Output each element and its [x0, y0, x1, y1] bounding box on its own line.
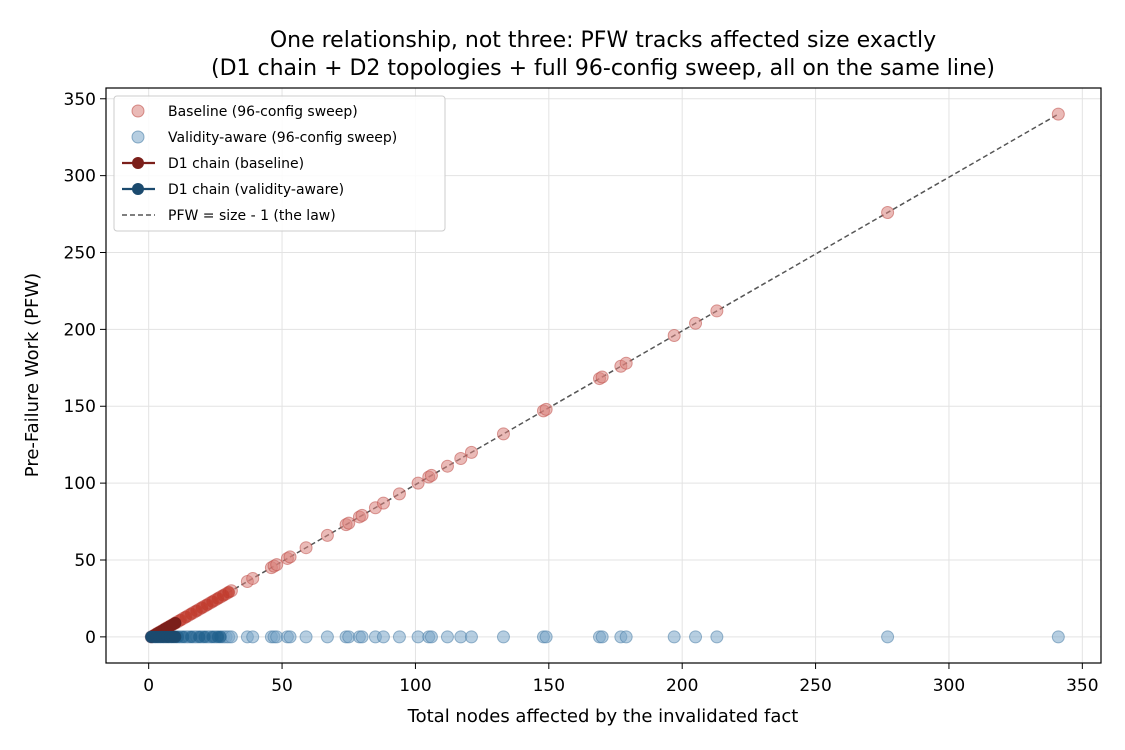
legend-marker-d1-aware: [132, 183, 144, 195]
y-tick-label: 200: [64, 320, 96, 340]
baseline-point: [270, 558, 284, 572]
baseline-point: [246, 571, 260, 585]
y-tick-label: 300: [64, 167, 96, 187]
y-tick-label: 100: [64, 474, 96, 494]
x-axis-ticks: 0 50 100 150 200 250 300 350: [143, 663, 1099, 696]
validity-aware-point: [595, 630, 609, 644]
x-tick-label: 50: [271, 676, 293, 696]
y-axis-ticks: 0 50 100 150 200 250 300 350: [64, 90, 106, 648]
validity-aware-point: [355, 630, 369, 644]
validity-aware-point: [496, 630, 510, 644]
y-tick-label: 250: [64, 244, 96, 264]
validity-aware-point: [320, 630, 334, 644]
baseline-point: [299, 541, 313, 555]
validity-aware-point: [246, 630, 260, 644]
validity-aware-point: [689, 630, 703, 644]
legend-entry-d1-baseline: D1 chain (baseline): [122, 156, 304, 172]
y-tick-label: 0: [85, 628, 96, 648]
x-tick-label: 100: [399, 676, 431, 696]
baseline-overlay-point: [222, 586, 235, 599]
baseline-point: [454, 452, 468, 466]
baseline-point: [539, 402, 553, 416]
baseline-point: [355, 508, 369, 522]
validity-aware-point: [710, 630, 724, 644]
y-axis-label: Pre-Failure Work (PFW): [22, 273, 43, 477]
validity-aware-overlay-point: [214, 630, 227, 643]
series-lines: [145, 617, 182, 643]
legend-label-d1-baseline: D1 chain (baseline): [168, 156, 304, 172]
y-tick-label: 350: [64, 90, 96, 110]
legend-label-law: PFW = size - 1 (the law): [168, 208, 336, 224]
x-tick-label: 350: [1066, 676, 1098, 696]
legend-entry-d1-aware: D1 chain (validity-aware): [122, 182, 344, 198]
baseline-point: [619, 356, 633, 370]
legend-label-baseline: Baseline (96-config sweep): [168, 104, 358, 120]
validity-aware-point: [539, 630, 553, 644]
x-tick-label: 150: [533, 676, 565, 696]
x-axis-label: Total nodes affected by the invalidated …: [407, 706, 799, 727]
y-tick-label: 150: [64, 397, 96, 417]
legend-entry-baseline: Baseline (96-config sweep): [131, 104, 358, 120]
legend-entry-law: PFW = size - 1 (the law): [122, 208, 336, 224]
baseline-point: [440, 459, 454, 473]
legend-marker-d1-baseline: [132, 157, 144, 169]
baseline-point: [595, 370, 609, 384]
validity-aware-point: [881, 630, 895, 644]
chart-subtitle: (D1 chain + D2 topologies + full 96-conf…: [211, 56, 995, 81]
x-tick-label: 0: [143, 676, 154, 696]
baseline-point: [424, 468, 438, 482]
legend-label-d1-aware: D1 chain (validity-aware): [168, 182, 344, 198]
plot-frame: [105, 87, 1102, 664]
baseline-point: [464, 445, 478, 459]
chart-title: One relationship, not three: PFW tracks …: [270, 28, 936, 53]
baseline-point: [283, 550, 297, 564]
d1-aware-point: [169, 630, 182, 643]
validity-aware-point: [619, 630, 633, 644]
baseline-point: [710, 304, 724, 318]
validity-aware-point: [283, 630, 297, 644]
validity-aware-point: [667, 630, 681, 644]
validity-aware-point: [424, 630, 438, 644]
baseline-point: [411, 476, 425, 490]
x-tick-label: 250: [799, 676, 831, 696]
y-tick-label: 50: [74, 551, 96, 571]
d1-baseline-point: [169, 617, 182, 630]
baseline-point: [689, 316, 703, 330]
baseline-point: [881, 206, 895, 220]
validity-aware-point: [299, 630, 313, 644]
legend-entry-validity-aware: Validity-aware (96-config sweep): [131, 130, 397, 146]
legend-label-validity-aware: Validity-aware (96-config sweep): [168, 130, 397, 146]
validity-aware-point: [464, 630, 478, 644]
x-tick-label: 200: [666, 676, 698, 696]
legend-marker-baseline: [131, 104, 145, 118]
validity-aware-point: [376, 630, 390, 644]
legend: Baseline (96-config sweep) Validity-awar…: [113, 95, 446, 232]
baseline-point: [1051, 107, 1065, 121]
legend-box: [113, 95, 446, 232]
baseline-point: [376, 496, 390, 510]
validity-aware-point: [392, 630, 406, 644]
baseline-point: [342, 516, 356, 530]
baseline-point: [667, 329, 681, 343]
grid: [106, 88, 1101, 663]
validity-aware-point: [224, 630, 238, 644]
x-tick-label: 300: [933, 676, 965, 696]
legend-marker-validity-aware: [131, 130, 145, 144]
baseline-point: [496, 427, 510, 441]
baseline-point: [392, 487, 406, 501]
baseline-point: [320, 528, 334, 542]
validity-aware-point: [440, 630, 454, 644]
validity-aware-point: [1051, 630, 1065, 644]
